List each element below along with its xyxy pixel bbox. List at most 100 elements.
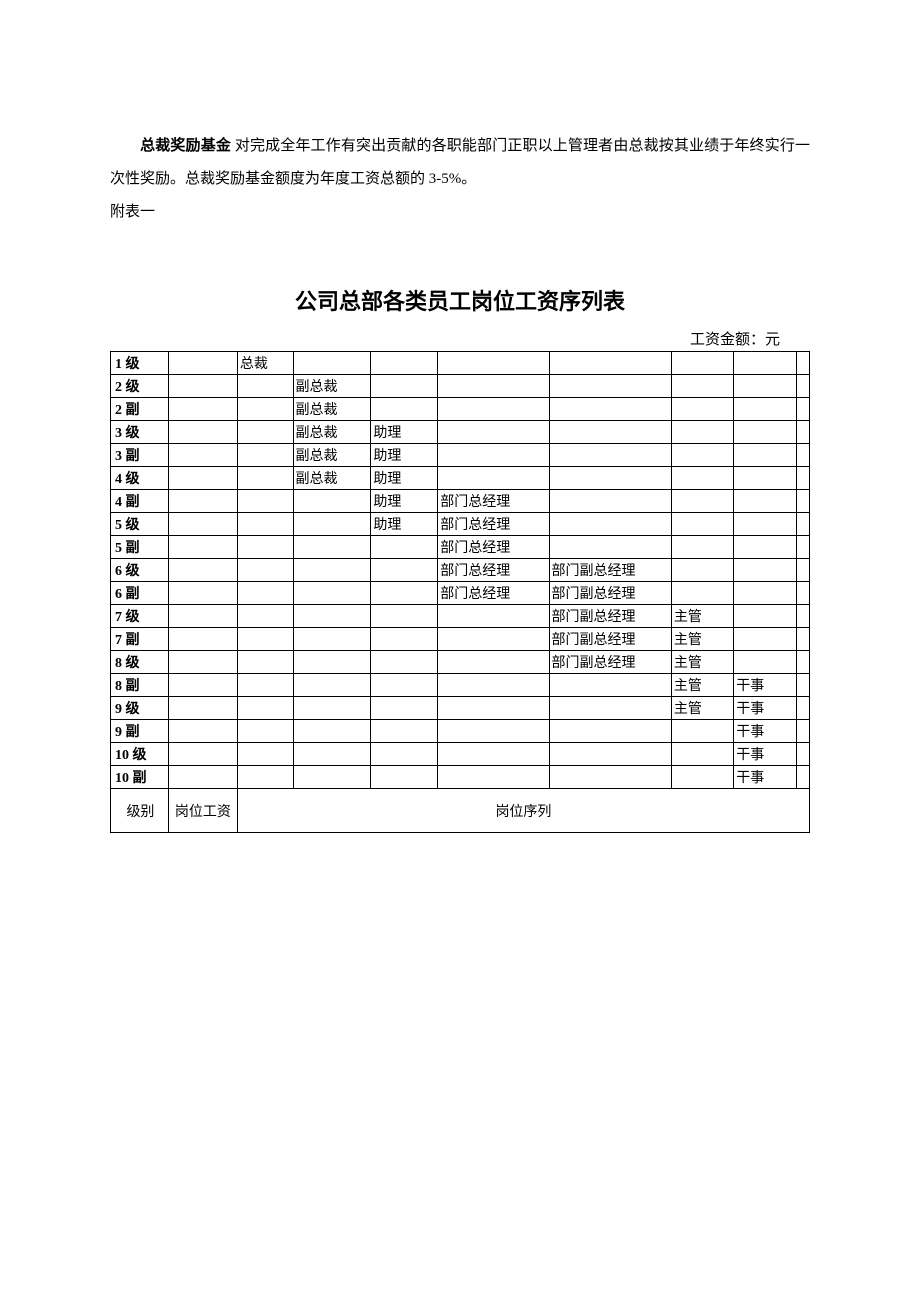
- position-cell: [671, 720, 733, 743]
- table-footer-row: 级别岗位工资岗位序列: [111, 789, 810, 833]
- table-row: 8 副主管干事: [111, 674, 810, 697]
- position-cell: [237, 743, 293, 766]
- position-cell: [734, 628, 796, 651]
- position-cell: [371, 536, 438, 559]
- position-cell: [796, 444, 809, 467]
- position-cell: 主管: [671, 674, 733, 697]
- level-cell: 2 级: [111, 375, 169, 398]
- position-cell: 部门副总经理: [549, 651, 671, 674]
- position-cell: [796, 490, 809, 513]
- footer-level: 级别: [111, 789, 169, 833]
- position-cell: 干事: [734, 766, 796, 789]
- position-cell: [671, 743, 733, 766]
- position-cell: 助理: [371, 490, 438, 513]
- position-cell: 助理: [371, 444, 438, 467]
- position-cell: [438, 674, 549, 697]
- position-cell: [549, 766, 671, 789]
- position-cell: [734, 605, 796, 628]
- table-row: 4 级副总裁助理: [111, 467, 810, 490]
- table-row: 3 副 副总裁助理: [111, 444, 810, 467]
- position-cell: 干事: [734, 697, 796, 720]
- position-cell: 部门总经理: [438, 559, 549, 582]
- position-cell: [796, 421, 809, 444]
- position-cell: [293, 559, 371, 582]
- position-cell: [371, 766, 438, 789]
- position-cell: [293, 720, 371, 743]
- position-cell: [438, 697, 549, 720]
- position-cell: [671, 421, 733, 444]
- position-cell: 副总裁: [293, 444, 371, 467]
- position-cell: 主管: [671, 628, 733, 651]
- position-cell: [237, 536, 293, 559]
- position-cell: [734, 582, 796, 605]
- position-cell: [237, 628, 293, 651]
- level-cell: 8 副: [111, 674, 169, 697]
- position-cell: [438, 467, 549, 490]
- position-cell: 副总裁: [293, 375, 371, 398]
- position-cell: [293, 766, 371, 789]
- salary-table: 1 级总裁2 级副总裁2 副副总裁3 级副总裁助理3 副副总裁助理4 级副总裁助…: [110, 351, 810, 833]
- footer-salary: 岗位工资: [168, 789, 237, 833]
- table-row: 2 级 副总裁: [111, 375, 810, 398]
- position-cell: [237, 559, 293, 582]
- table-row: 6 级部门总经理部门副总经理: [111, 559, 810, 582]
- appendix-label: 附表一: [110, 196, 810, 229]
- position-cell: [549, 398, 671, 421]
- position-cell: [371, 559, 438, 582]
- position-cell: [549, 513, 671, 536]
- table-row: 2 副副总裁: [111, 398, 810, 421]
- position-cell: [438, 352, 549, 375]
- position-cell: [734, 513, 796, 536]
- position-cell: 部门总经理: [438, 582, 549, 605]
- position-cell: [237, 720, 293, 743]
- table-row: 3 级副总裁助理: [111, 421, 810, 444]
- level-cell: 9 级: [111, 697, 169, 720]
- table-row: 4 副 助理部门总经理: [111, 490, 810, 513]
- position-cell: [671, 513, 733, 536]
- position-cell: 部门总经理: [438, 490, 549, 513]
- level-cell: 6 级: [111, 559, 169, 582]
- position-cell: [438, 628, 549, 651]
- position-cell: [293, 605, 371, 628]
- position-cell: [796, 467, 809, 490]
- position-cell: 总裁: [237, 352, 293, 375]
- position-cell: [734, 375, 796, 398]
- position-cell: [237, 513, 293, 536]
- position-cell: 部门副总经理: [549, 582, 671, 605]
- position-cell: 干事: [734, 720, 796, 743]
- position-cell: [671, 398, 733, 421]
- level-cell: 3 副: [111, 444, 169, 467]
- position-cell: [549, 697, 671, 720]
- position-cell: [734, 398, 796, 421]
- position-cell: [734, 651, 796, 674]
- salary-cell: [168, 720, 237, 743]
- position-cell: [293, 743, 371, 766]
- position-cell: [371, 674, 438, 697]
- position-cell: [438, 720, 549, 743]
- position-cell: [671, 766, 733, 789]
- position-cell: [438, 651, 549, 674]
- position-cell: [671, 467, 733, 490]
- position-cell: [796, 720, 809, 743]
- position-cell: [293, 352, 371, 375]
- table-row: 6 副部门总经理部门副总经理: [111, 582, 810, 605]
- salary-cell: [168, 352, 237, 375]
- position-cell: [371, 352, 438, 375]
- intro-bold-lead: 总裁奖励基金: [140, 138, 231, 154]
- position-cell: 助理: [371, 467, 438, 490]
- position-cell: [734, 421, 796, 444]
- level-cell: 7 级: [111, 605, 169, 628]
- position-cell: [438, 766, 549, 789]
- salary-cell: [168, 467, 237, 490]
- footer-sequence: 岗位序列: [237, 789, 809, 833]
- level-cell: 8 级: [111, 651, 169, 674]
- position-cell: [671, 559, 733, 582]
- position-cell: [796, 697, 809, 720]
- position-cell: 主管: [671, 651, 733, 674]
- level-cell: 1 级: [111, 352, 169, 375]
- level-cell: 4 副: [111, 490, 169, 513]
- table-row: 8 级 部门副总经理主管: [111, 651, 810, 674]
- position-cell: 副总裁: [293, 398, 371, 421]
- salary-cell: [168, 582, 237, 605]
- position-cell: [237, 582, 293, 605]
